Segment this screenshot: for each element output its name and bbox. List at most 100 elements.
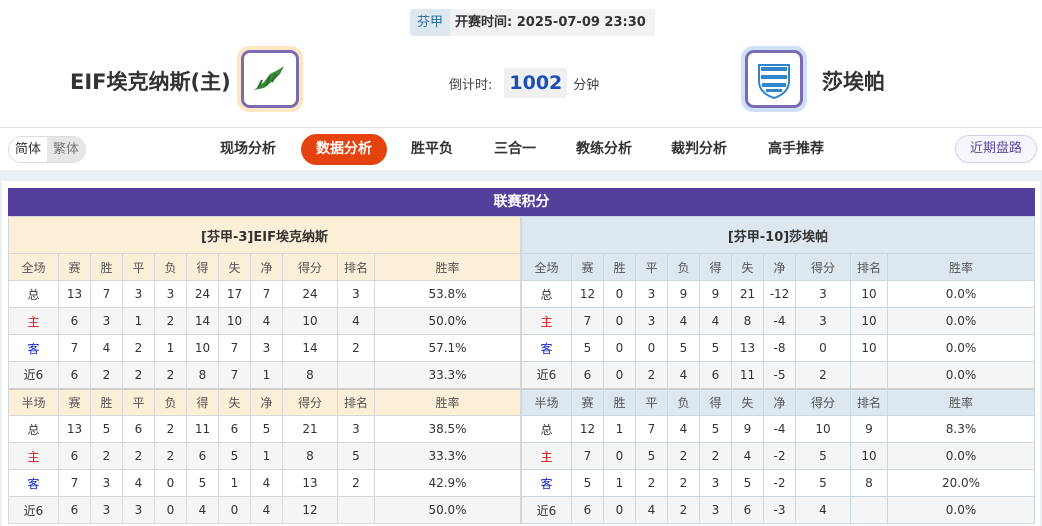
lang-traditional[interactable]: 繁体 [47,137,86,162]
column-header: 胜率 [374,253,521,281]
cell: 3 [90,496,123,524]
cell: 5 [218,442,251,470]
away-team-logo[interactable] [741,46,807,112]
column-header: 赛 [58,253,91,281]
tab-data-analysis[interactable]: 数据分析 [301,134,387,165]
kickoff-info: 开赛时间: 2025-07-09 23:30 [450,9,655,36]
row-label: 总 [521,415,572,443]
cell: 12 [571,415,604,443]
row-label: 总 [521,280,572,308]
column-header: 胜率 [887,387,1035,416]
column-header: 失 [218,253,251,281]
column-header: 赛 [571,253,604,281]
cell: 5 [795,442,851,470]
table-row: 近6 6 3 3 0 4 0 4 12 50.0% [8,496,521,524]
cell: 24 [282,280,338,308]
cell: 9 [850,415,888,443]
row-label: 近6 [521,361,572,389]
column-header: 得 [699,253,732,281]
tab-live-analysis[interactable]: 现场分析 [220,141,276,157]
cell: 3 [699,469,732,497]
cell: 0.0% [887,280,1035,308]
column-header: 赛 [58,387,91,416]
table-row: 客 7 4 2 1 10 7 3 14 2 57.1% [8,334,521,362]
cell: 2 [337,469,375,497]
cell: 0 [635,334,668,362]
row-label: 近6 [521,496,572,524]
column-header: 平 [635,253,668,281]
row-label: 客 [521,334,572,362]
countdown-value: 1002 [504,68,568,98]
cell: 4 [250,469,283,497]
column-header: 胜 [603,387,636,416]
kickoff-time: 2025-07-09 23:30 [516,15,646,30]
column-header: 排名 [850,387,888,416]
cell: 1 [250,442,283,470]
row-label: 主 [8,442,59,470]
column-header: 净 [763,387,796,416]
column-header: 胜率 [887,253,1035,281]
cell: -2 [763,442,796,470]
cell: 7 [635,415,668,443]
column-header: 失 [731,387,764,416]
column-header: 负 [154,253,187,281]
cell: 13 [282,469,338,497]
cell: 6 [58,307,91,335]
cell: 2 [795,361,851,389]
tab-win-draw-loss[interactable]: 胜平负 [411,141,453,157]
league-label[interactable]: 芬甲 [410,9,451,36]
cell: 2 [154,442,187,470]
home-team-name[interactable]: EIF埃克纳斯(主) [70,70,231,94]
cell: 2 [154,307,187,335]
cell: 3 [795,280,851,308]
cell: 9 [731,415,764,443]
cell: 6 [571,496,604,524]
team-standing-title: [芬甲-10]莎埃帕 [521,216,1035,254]
cell: 9 [699,280,732,308]
cell: 33.3% [374,361,521,389]
column-header: 胜 [90,387,123,416]
column-header: 失 [731,253,764,281]
cell [337,496,375,524]
lang-simplified[interactable]: 简体 [9,137,48,162]
cell: -8 [763,334,796,362]
cell: 9 [667,280,700,308]
column-header: 赛 [571,387,604,416]
tab-expert-picks[interactable]: 高手推荐 [768,141,824,157]
cell: 5 [699,415,732,443]
cell: 4 [90,334,123,362]
tab-three-in-one[interactable]: 三合一 [494,141,536,157]
cell: 53.8% [374,280,521,308]
tab-referee-analysis[interactable]: 裁判分析 [671,141,727,157]
cell: 7 [58,469,91,497]
cell: 3 [337,280,375,308]
cell: 50.0% [374,496,521,524]
team-title-row: [芬甲-3]EIF埃克纳斯 [8,216,521,254]
column-header: 胜 [603,253,636,281]
column-header: 半场 [521,387,572,416]
cell: 5 [571,469,604,497]
cell: 5 [699,334,732,362]
section-title: 联赛积分 [8,188,1035,216]
recent-odds-button[interactable]: 近期盘路 [955,135,1037,163]
cell: -4 [763,307,796,335]
row-label: 客 [8,334,59,362]
table-row: 近6 6 2 2 2 8 7 1 8 33.3% [8,361,521,389]
cell [850,361,888,389]
column-header: 净 [250,387,283,416]
match-header: 芬甲 开赛时间: 2025-07-09 23:30 EIF埃克纳斯(主) 倒计时… [0,0,1042,128]
cell: 10 [795,415,851,443]
cell: 20.0% [887,469,1035,497]
tab-bar: 简体 繁体 现场分析 数据分析 胜平负 三合一 教练分析 裁判分析 高手推荐 近… [0,129,1042,170]
column-header: 胜 [90,253,123,281]
cell: 3 [699,496,732,524]
tab-coach-analysis[interactable]: 教练分析 [576,141,632,157]
away-team-name[interactable]: 莎埃帕 [822,70,885,94]
home-team-logo[interactable] [237,46,303,112]
cell: 2 [122,361,155,389]
cell [337,361,375,389]
cell: -3 [763,496,796,524]
cell: 6 [186,442,219,470]
row-label: 总 [8,415,59,443]
column-header: 负 [667,387,700,416]
